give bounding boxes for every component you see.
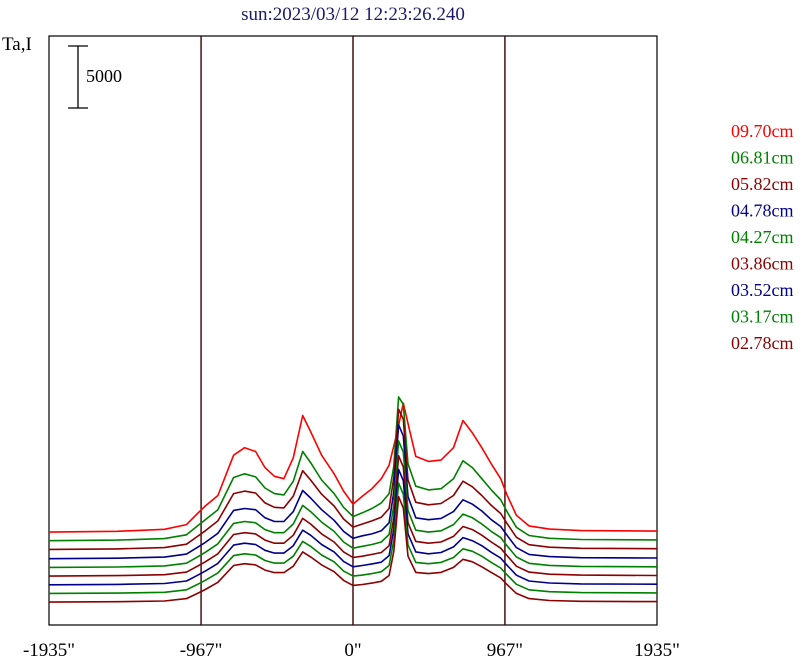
x-tick-label-0: -1935" <box>23 640 75 661</box>
series-line-03.17cm <box>48 482 658 595</box>
scale-bar: 5000 <box>68 45 122 109</box>
legend-entry-8: 02.78cm <box>731 333 794 353</box>
legend-entry-4: 04.27cm <box>731 227 794 247</box>
chart-title: sun:2023/03/12 12:23:26.240 <box>241 4 465 25</box>
vertical-reference-lines <box>200 36 506 625</box>
x-tick-label-4: 1935" <box>634 640 680 661</box>
legend-entry-3: 04.78cm <box>731 201 794 221</box>
scale-bar-label: 5000 <box>86 66 122 86</box>
series-line-09.70cm <box>48 402 658 533</box>
series-group <box>48 396 658 603</box>
series-line-05.82cm <box>48 408 658 551</box>
legend-entry-1: 06.81cm <box>731 148 794 168</box>
y-axis-label: Ta,I <box>2 34 32 55</box>
x-tick-label-2: 0" <box>344 640 361 661</box>
x-tick-label-3: 967" <box>487 640 523 661</box>
x-tick-labels: -1935" -967" 0" 967" 1935" <box>23 640 680 661</box>
series-line-03.86cm <box>48 454 658 577</box>
series-line-03.52cm <box>48 468 658 586</box>
series-line-06.81cm <box>48 396 658 542</box>
series-line-02.78cm <box>48 495 658 603</box>
legend-entry-2: 05.82cm <box>731 174 794 194</box>
legend-entry-0: 09.70cm <box>731 121 794 141</box>
legend-entry-5: 03.86cm <box>731 254 794 274</box>
legend-entry-7: 03.17cm <box>731 307 794 327</box>
legend-entry-6: 03.52cm <box>731 280 794 300</box>
x-tick-label-1: -967" <box>180 640 223 661</box>
legend: 09.70cm 06.81cm 05.82cm 04.78cm 04.27cm 03.86… <box>731 121 794 353</box>
series-line-04.78cm <box>48 423 658 560</box>
series-line-04.27cm <box>48 440 658 569</box>
